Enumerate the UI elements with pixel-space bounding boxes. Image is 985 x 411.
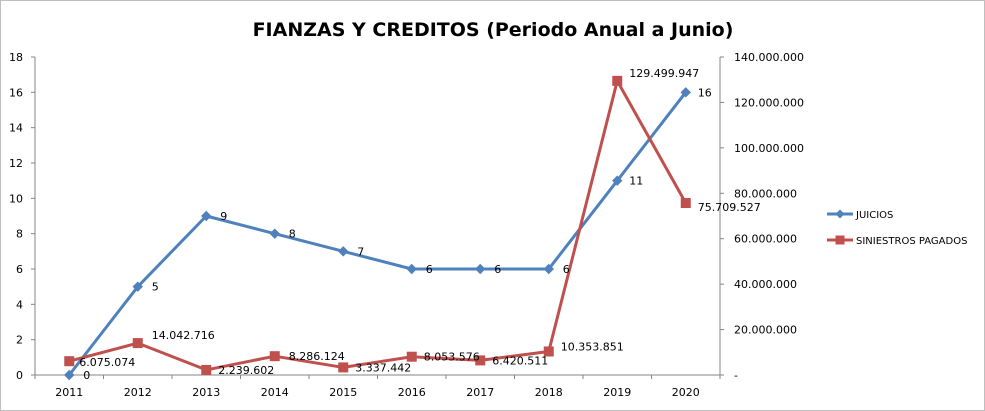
legend: JUICIOS SINIESTROS PAGADOS: [827, 209, 967, 247]
x-tick-label: 2019: [603, 386, 631, 399]
x-tick-label: 2017: [466, 386, 494, 399]
data-point-marker: [132, 338, 143, 349]
data-label: 11: [629, 175, 643, 188]
data-point-marker: [475, 355, 486, 366]
left-tick-label: 18: [9, 51, 23, 64]
left-tick-label: 8: [16, 228, 23, 241]
data-label: 16: [698, 86, 712, 99]
data-point-marker: [338, 362, 349, 373]
data-label: 3.337.442: [355, 361, 411, 374]
legend-marker: [835, 209, 845, 219]
data-label: 7: [357, 245, 364, 258]
data-point-marker: [201, 364, 212, 375]
series-line-juicios: [68, 91, 687, 376]
left-tick-label: 10: [9, 192, 23, 205]
x-tick-label: 2012: [124, 386, 152, 399]
x-tick-label: 2016: [398, 386, 426, 399]
x-tick-label: 2014: [261, 386, 289, 399]
left-tick-label: 16: [9, 86, 23, 99]
data-label: 75.709.527: [698, 201, 761, 214]
data-point-marker: [338, 246, 349, 257]
data-label: 8.053.576: [424, 351, 480, 364]
data-point-marker: [612, 175, 623, 186]
data-label: 6: [426, 263, 433, 276]
series-line-siniestros-pagados: [68, 79, 688, 372]
legend-label: JUICIOS: [855, 210, 893, 221]
data-point-marker: [543, 263, 554, 275]
right-tick-label: 80.000.000: [734, 187, 797, 200]
data-label: 14.042.716: [152, 329, 215, 342]
data-label: 8.286.124: [289, 350, 345, 363]
right-tick-label: 40.000.000: [734, 278, 797, 291]
left-tick-label: 6: [16, 263, 23, 276]
right-tick-label: 120.000.000: [734, 96, 804, 109]
legend-label: SINIESTROS PAGADOS: [856, 236, 967, 247]
right-tick-label: 60.000.000: [734, 233, 797, 246]
data-point-marker: [64, 356, 75, 367]
data-point-marker: [269, 228, 280, 239]
data-label: 6.075.074: [79, 356, 135, 369]
data-label: 6: [563, 263, 570, 276]
data-point-marker: [406, 351, 417, 362]
legend-marker: [835, 235, 845, 245]
right-tick-label: 20.000.000: [734, 324, 797, 337]
x-tick-label: 2020: [672, 386, 700, 399]
data-point-marker: [406, 263, 417, 275]
right-tick-label: -: [734, 369, 738, 382]
data-labels: 0 5 9 8 7 6 6 6 11 16 6.075.074 14.042.716 2.239.602…: [79, 67, 760, 382]
left-tick-label: 0: [16, 369, 23, 382]
left-tick-label: 14: [9, 122, 23, 135]
data-label: 9: [220, 210, 227, 223]
left-tick-label: 12: [9, 157, 23, 170]
right-tick-label: 100.000.000: [734, 142, 804, 155]
x-tick-label: 2018: [535, 386, 563, 399]
left-tick-label: 4: [16, 298, 23, 311]
chart-title: FIANZAS Y CREDITOS (Periodo Anual a Juni…: [253, 19, 734, 41]
axes: 0 2 4 6 8 10 12 14 16 18 - 20.000.000 40.000.000 60.0…: [9, 51, 804, 399]
series-layer: [64, 75, 691, 381]
x-tick-label: 2013: [192, 386, 220, 399]
data-point-marker: [269, 351, 280, 362]
data-label: 8: [289, 228, 296, 241]
data-label: 129.499.947: [629, 67, 699, 80]
data-label: 10.353.851: [561, 340, 624, 353]
data-point-marker: [201, 210, 212, 222]
data-label: 0: [83, 369, 90, 382]
data-point-marker: [132, 281, 143, 292]
right-tick-label: 140.000.000: [734, 51, 804, 64]
data-point-marker: [475, 263, 486, 275]
data-point-marker: [680, 198, 691, 209]
data-label: 2.239.602: [218, 364, 274, 377]
data-point-marker: [612, 75, 623, 86]
data-point-marker: [64, 369, 75, 381]
data-label: 6: [494, 263, 501, 276]
data-point-marker: [680, 87, 691, 98]
left-tick-label: 2: [16, 334, 23, 347]
data-label: 5: [152, 281, 159, 294]
data-point-marker: [543, 346, 554, 357]
x-tick-label: 2011: [55, 386, 83, 399]
data-label: 6.420.511: [492, 354, 548, 367]
x-tick-label: 2015: [329, 386, 357, 399]
